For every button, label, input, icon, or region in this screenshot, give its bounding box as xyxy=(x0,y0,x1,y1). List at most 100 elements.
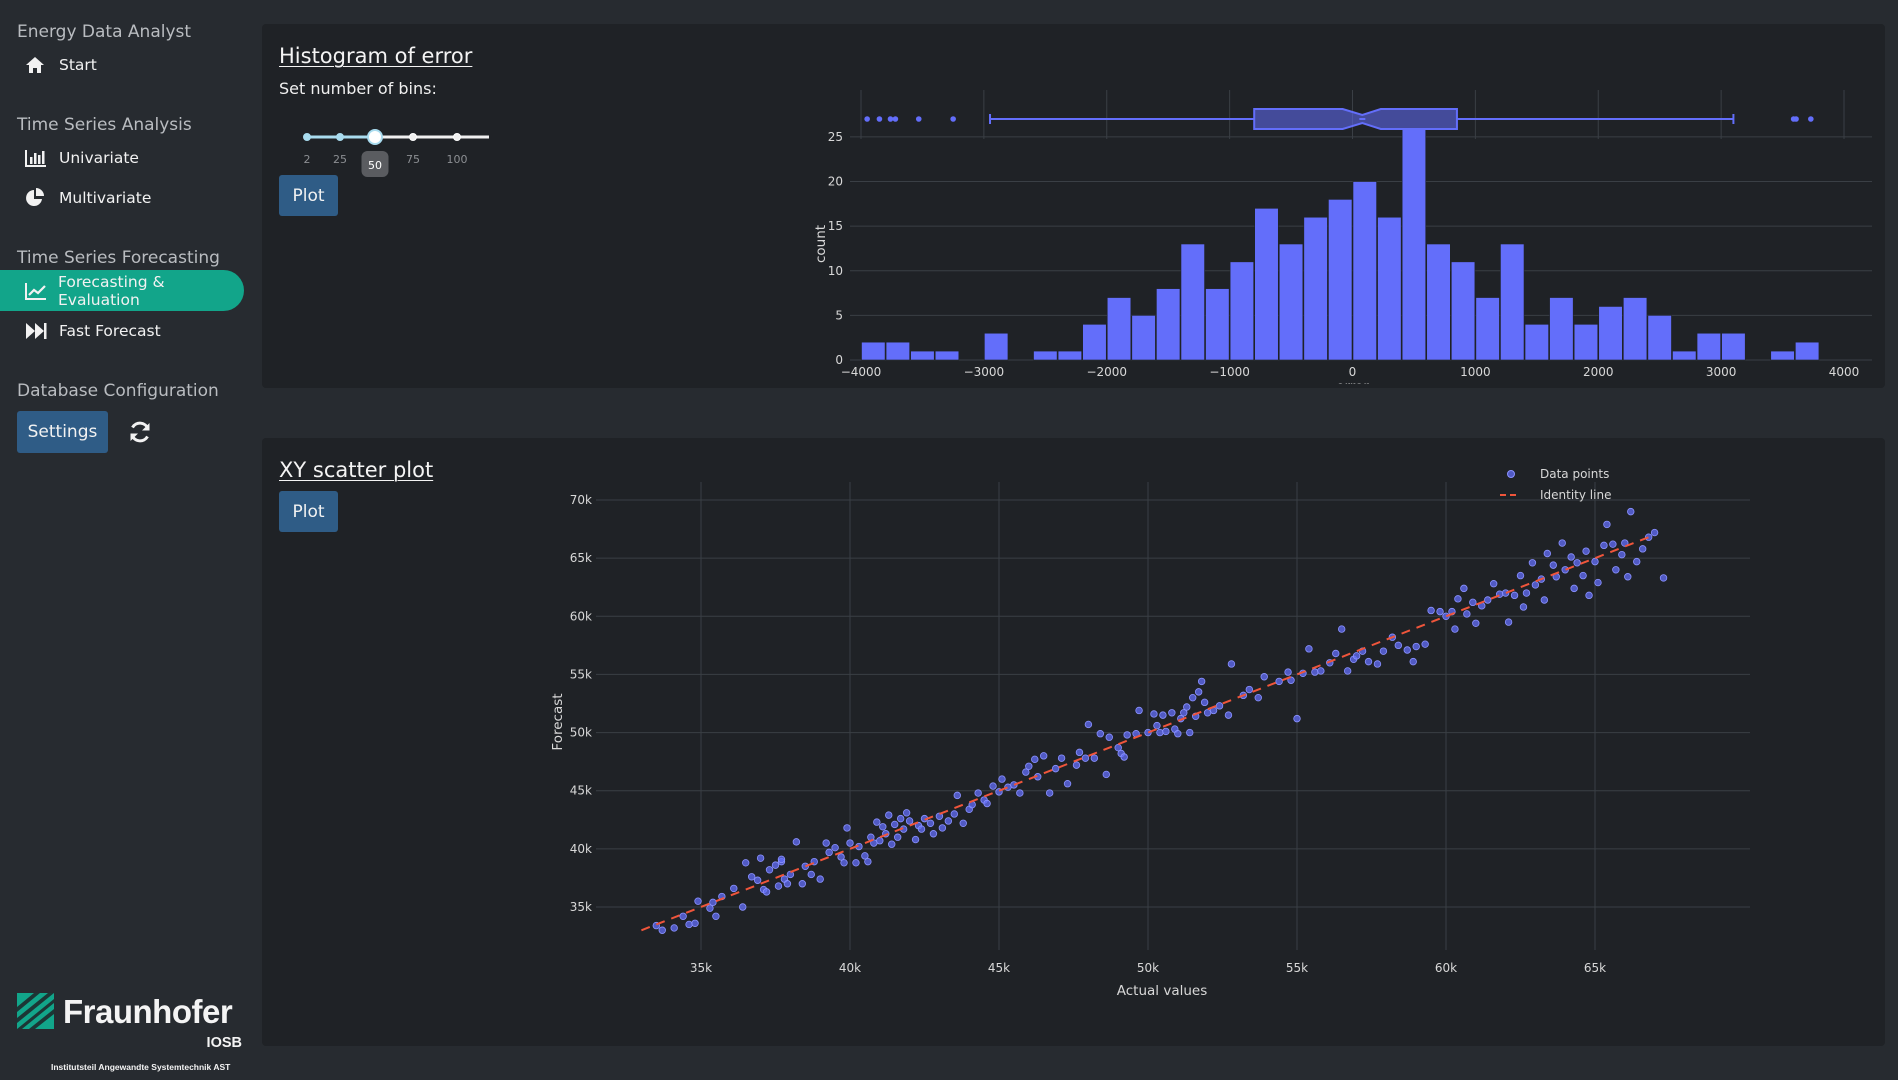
scatter-point xyxy=(825,848,833,857)
scatter-point xyxy=(1186,728,1194,737)
pie-chart-icon xyxy=(25,187,51,209)
y-tick-label: 40k xyxy=(570,842,592,856)
histogram-bar xyxy=(1500,243,1525,361)
scatter-point xyxy=(1045,789,1054,797)
scatter-point xyxy=(1031,755,1039,764)
scatter-point xyxy=(1618,550,1626,559)
scatter-plot-button[interactable]: Plot xyxy=(279,491,338,532)
scatter-point xyxy=(1579,571,1587,580)
slider-handle[interactable] xyxy=(367,129,383,145)
sidebar-item-multivariate[interactable]: Multivariate xyxy=(0,177,244,218)
scatter-point xyxy=(1114,743,1122,752)
legend-label-identity-line: Identity line xyxy=(1540,488,1611,502)
scatter-point xyxy=(1394,641,1403,650)
scatter-point xyxy=(873,818,881,826)
scatter-point xyxy=(709,898,717,907)
x-tick-label: −4000 xyxy=(841,365,882,379)
scatter-point xyxy=(917,825,926,833)
scatter-point xyxy=(1180,709,1188,717)
scatter-point xyxy=(843,824,851,832)
scatter-point xyxy=(685,920,693,929)
scatter-point xyxy=(846,839,854,847)
scatter-point xyxy=(1102,770,1110,779)
scatter-point xyxy=(1489,580,1498,588)
histogram-bar xyxy=(1082,324,1107,361)
scatter-point xyxy=(1051,764,1060,773)
scatter-point xyxy=(1343,667,1352,675)
scatter-chart: 35k 40k 45k 50k 55k 60k 65k 35k 40k 45k 50k 55k 60k 6… xyxy=(550,467,1750,999)
section-database-configuration: Database Configuration xyxy=(17,381,219,401)
scatter-point xyxy=(1168,709,1176,717)
scatter-point xyxy=(1469,598,1477,607)
scatter-point xyxy=(1591,557,1599,566)
scatter-point xyxy=(1338,625,1346,633)
histogram-bar xyxy=(1229,261,1255,361)
scatter-point xyxy=(1287,676,1295,684)
fraunhofer-logo: Fraunhofer IOSB Institutsteil Angewandte… xyxy=(17,993,242,1073)
scatter-point xyxy=(1040,752,1048,760)
y-tick-label: 0 xyxy=(835,353,843,367)
histogram-bar xyxy=(1328,199,1353,361)
logo-name: Fraunhofer xyxy=(63,993,233,1030)
x-tick-label: −2000 xyxy=(1086,365,1127,379)
slider-mark-label: 2 xyxy=(304,153,311,166)
histogram-bar xyxy=(1377,216,1402,361)
histogram-bar xyxy=(1352,181,1377,361)
scatter-point xyxy=(1224,711,1233,719)
box-outlier xyxy=(950,116,956,122)
histogram-bar xyxy=(1475,297,1500,361)
settings-button[interactable]: Settings xyxy=(17,411,108,453)
scatter-point xyxy=(1063,780,1072,788)
sidebar-item-univariate[interactable]: Univariate xyxy=(0,137,244,178)
y-tick-label: 70k xyxy=(570,493,592,507)
scatter-point xyxy=(679,912,687,921)
scatter-point xyxy=(1284,668,1292,676)
legend-label-data-points: Data points xyxy=(1540,467,1609,481)
sidebar-item-fast-forecast[interactable]: Fast Forecast xyxy=(0,310,244,351)
x-tick-label: 2000 xyxy=(1583,365,1614,379)
scatter-point xyxy=(1582,547,1590,555)
histogram-title: Histogram of error xyxy=(279,44,473,68)
scatter-point xyxy=(1451,625,1459,633)
scatter-point xyxy=(1427,606,1435,615)
scatter-point xyxy=(765,866,774,874)
scatter-point xyxy=(1194,688,1203,696)
scatter-point xyxy=(706,904,714,912)
x-tick-label: 35k xyxy=(690,961,712,975)
home-icon xyxy=(25,54,51,76)
sidebar-item-label: Univariate xyxy=(59,148,139,167)
scatter-point xyxy=(1421,640,1429,648)
scatter-point xyxy=(864,857,872,866)
refresh-icon[interactable] xyxy=(126,418,154,446)
scatter-point xyxy=(1025,762,1033,770)
sidebar-item-forecasting-evaluation[interactable]: Forecasting & Evaluation xyxy=(0,270,244,311)
y-tick-label: 15 xyxy=(828,219,843,233)
scatter-point xyxy=(747,873,756,881)
scatter-point xyxy=(777,855,786,864)
scatter-point xyxy=(792,838,801,846)
y-tick-label: 25 xyxy=(828,130,843,144)
legend-marker-data-points xyxy=(1507,470,1515,478)
scatter-point xyxy=(1096,730,1105,738)
bins-slider[interactable]: 2 25 75 100 50 xyxy=(289,102,489,178)
scatter-point xyxy=(852,859,860,867)
scatter-point xyxy=(1189,693,1197,702)
scatter-point xyxy=(1227,660,1236,668)
scatter-point xyxy=(1436,607,1444,616)
scatter-point xyxy=(1504,618,1513,626)
slider-mark-label: 25 xyxy=(333,153,347,166)
histogram-bar xyxy=(984,332,1009,361)
scatter-point xyxy=(1081,754,1090,762)
histogram-bar xyxy=(1033,350,1058,361)
sidebar-item-start[interactable]: Start xyxy=(0,44,244,85)
scatter-card: XY scatter plot Plot 35k 40k 45k 50k 55k 60k 6… xyxy=(262,438,1885,1046)
scatter-point xyxy=(888,840,896,848)
scatter-point xyxy=(1305,645,1313,653)
sidebar: Energy Data Analyst Start Time Series An… xyxy=(0,0,250,1080)
scatter-point xyxy=(730,884,738,893)
scatter-point xyxy=(1403,646,1411,654)
scatter-point xyxy=(902,809,911,817)
app-title: Energy Data Analyst xyxy=(17,22,192,42)
scatter-point xyxy=(1633,557,1641,566)
histogram-plot-button[interactable]: Plot xyxy=(279,175,338,216)
